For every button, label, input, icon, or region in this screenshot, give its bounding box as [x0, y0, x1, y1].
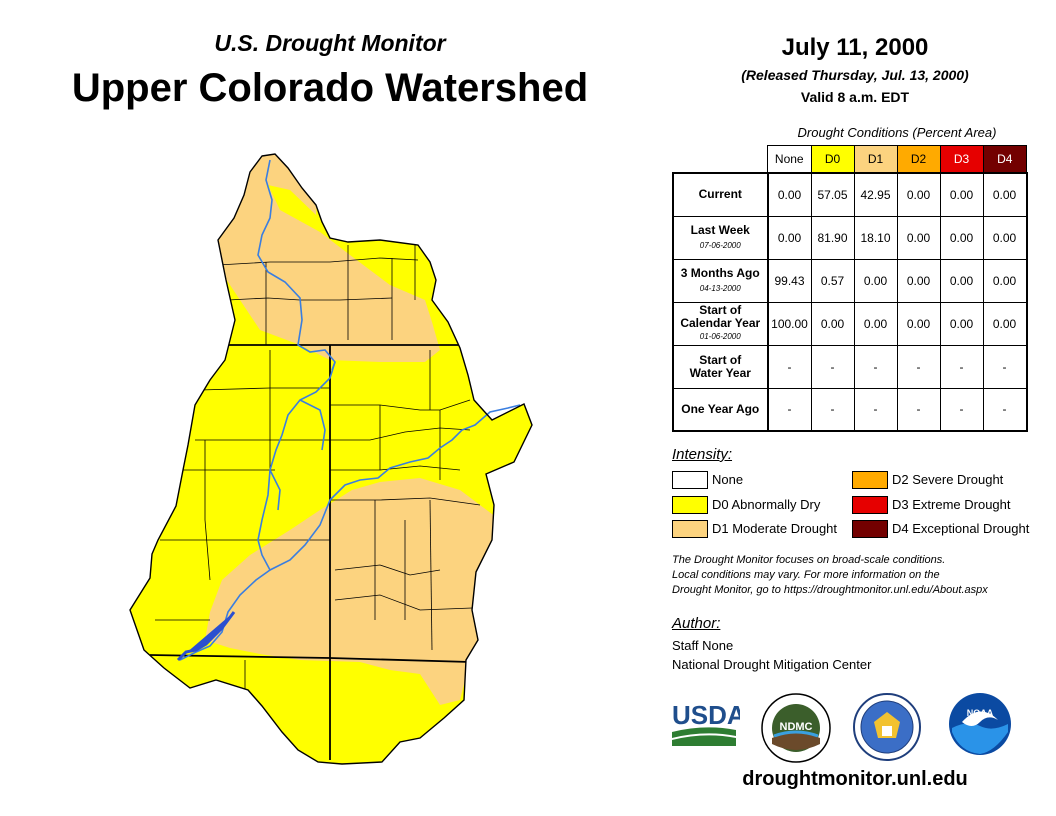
cell: 0.00 [896, 172, 941, 217]
cell: 0.00 [939, 258, 984, 303]
legend-label: D0 Abnormally Dry [712, 497, 821, 512]
row-one-year-ago: One Year Ago - - - - - - [672, 387, 1028, 432]
county-lines [155, 245, 481, 740]
row-last-week: Last Week 07-06-2000 0.00 81.90 18.10 0.0… [672, 215, 1028, 260]
cell: 0.00 [853, 301, 898, 346]
map-subtitle: U.S. Drought Monitor [214, 30, 446, 56]
col-d0: D0 [810, 145, 855, 174]
cell: - [767, 344, 812, 389]
cell: - [810, 344, 855, 389]
row-start-water-year: Start of Water Year - - - - - - [672, 344, 1028, 389]
legend-swatch [852, 471, 888, 489]
watershed-map [129, 153, 533, 765]
cell: 0.00 [896, 258, 941, 303]
legend-swatch [852, 496, 888, 514]
author-organization: National Drought Mitigation Center [672, 657, 872, 672]
cell: - [896, 344, 941, 389]
cell: - [939, 387, 984, 432]
legend-label: D3 Extreme Drought [892, 497, 1011, 512]
cell: - [939, 344, 984, 389]
row-label: Start of Calendar Year 01-06-2000 [672, 301, 769, 346]
row-label: 3 Months Ago 04-13-2000 [672, 258, 769, 303]
col-d4: D4 [982, 145, 1027, 174]
cell: 0.00 [982, 215, 1028, 260]
ndmc-logo: NDMC [761, 693, 831, 763]
ndmc-logo-text: NDMC [780, 721, 813, 733]
cell: 0.00 [982, 258, 1028, 303]
map-title: Upper Colorado Watershed [71, 66, 589, 110]
col-none: None [767, 145, 812, 174]
table-corner [673, 146, 768, 174]
legend-swatch [672, 496, 708, 514]
cell: 0.00 [982, 172, 1028, 217]
commerce-seal-logo [853, 693, 921, 761]
cell: - [982, 387, 1028, 432]
cell: 0.00 [810, 301, 855, 346]
legend-label: D4 Exceptional Drought [892, 521, 1030, 536]
cell: - [853, 387, 898, 432]
cell: 18.10 [853, 215, 898, 260]
state-lines [149, 344, 471, 760]
legend-label: D1 Moderate Drought [712, 521, 838, 536]
cell: 0.00 [939, 172, 984, 217]
valid-time: Valid 8 a.m. EDT [800, 89, 910, 105]
usda-logo-text: USDA [672, 700, 740, 730]
row-3-months-ago: 3 Months Ago 04-13-2000 99.43 0.57 0.00 0… [672, 258, 1028, 303]
lake-powell [176, 611, 236, 662]
noaa-logo: NOAA [949, 693, 1011, 755]
cell: 81.90 [810, 215, 855, 260]
map-date: July 11, 2000 [781, 34, 929, 61]
cell: - [982, 344, 1028, 389]
legend-title: Intensity: [672, 446, 733, 463]
cell: 0.00 [982, 301, 1028, 346]
col-d2: D2 [896, 145, 941, 174]
cell: 0.00 [767, 215, 812, 260]
cell: - [767, 387, 812, 432]
row-label: Current [672, 172, 769, 217]
d1-region-south [205, 478, 520, 705]
cell: 0.00 [896, 215, 941, 260]
author-label: Author: [672, 615, 721, 632]
author-name: Staff None [672, 638, 734, 653]
usda-logo: USDA [672, 700, 740, 746]
cell: 100.00 [767, 301, 812, 346]
cell: 0.00 [896, 301, 941, 346]
disclaimer-note: The Drought Monitor focuses on broad-sca… [672, 554, 988, 596]
cell: 99.43 [767, 258, 812, 303]
row-label: Last Week 07-06-2000 [672, 215, 769, 260]
row-label: One Year Ago [672, 387, 769, 432]
river-network [179, 159, 521, 661]
cell: 0.57 [810, 258, 855, 303]
noaa-logo-text: NOAA [967, 708, 994, 718]
col-d3: D3 [939, 145, 984, 174]
release-date: (Released Thursday, Jul. 13, 2000) [741, 67, 969, 83]
cell: 0.00 [939, 301, 984, 346]
legend-label: None [712, 472, 744, 487]
legend-swatch [672, 520, 708, 538]
cell: 57.05 [810, 172, 855, 217]
cell: 0.00 [853, 258, 898, 303]
drought-stats-table: None D0 D1 D2 D3 D4 Current 0.00 57.05 4… [672, 145, 1028, 432]
legend-swatch [852, 520, 888, 538]
col-d1: D1 [853, 145, 898, 174]
row-label: Start of Water Year [672, 344, 769, 389]
cell: - [810, 387, 855, 432]
legend-swatch [672, 471, 708, 489]
row-start-calendar-year: Start of Calendar Year 01-06-2000 100.00 0… [672, 301, 1028, 346]
conditions-caption: Drought Conditions (Percent Area) [797, 125, 997, 140]
cell: - [896, 387, 941, 432]
cell: 0.00 [939, 215, 984, 260]
row-current: Current 0.00 57.05 42.95 0.00 0.00 0.00 [672, 172, 1028, 217]
cell: 42.95 [853, 172, 898, 217]
website-url[interactable]: droughtmonitor.unl.edu [742, 768, 968, 790]
d1-region-north [200, 154, 440, 362]
legend-label: D2 Severe Drought [892, 472, 1004, 487]
cell: 0.00 [767, 172, 812, 217]
cell: - [853, 344, 898, 389]
